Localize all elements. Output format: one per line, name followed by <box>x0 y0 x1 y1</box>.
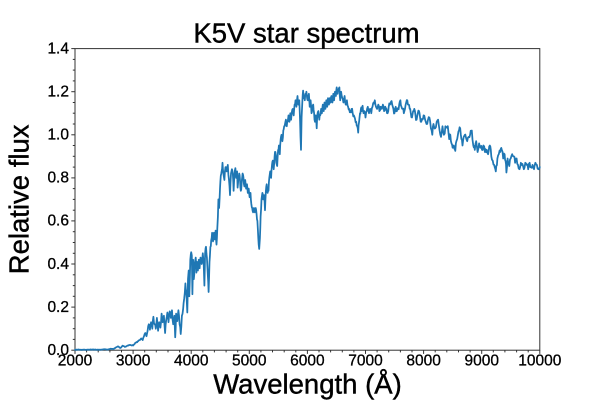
svg-text:7000: 7000 <box>348 353 383 370</box>
svg-text:1.0: 1.0 <box>47 127 69 144</box>
svg-text:6000: 6000 <box>290 353 325 370</box>
svg-text:4000: 4000 <box>174 353 209 370</box>
svg-text:5000: 5000 <box>232 353 267 370</box>
svg-text:9000: 9000 <box>464 353 499 370</box>
svg-text:2000: 2000 <box>58 353 93 370</box>
svg-text:Wavelength (Å): Wavelength (Å) <box>213 369 402 400</box>
svg-text:Relative flux: Relative flux <box>4 124 35 274</box>
svg-text:0.2: 0.2 <box>47 299 69 316</box>
svg-text:10000: 10000 <box>518 353 561 370</box>
svg-text:8000: 8000 <box>406 353 441 370</box>
svg-text:0.4: 0.4 <box>47 256 69 273</box>
svg-text:3000: 3000 <box>116 353 151 370</box>
svg-text:K5V star spectrum: K5V star spectrum <box>193 17 419 48</box>
svg-text:1.4: 1.4 <box>47 40 69 57</box>
svg-text:0.6: 0.6 <box>47 213 69 230</box>
svg-text:0.0: 0.0 <box>47 342 69 359</box>
svg-text:0.8: 0.8 <box>47 170 69 187</box>
svg-text:1.2: 1.2 <box>47 84 69 101</box>
